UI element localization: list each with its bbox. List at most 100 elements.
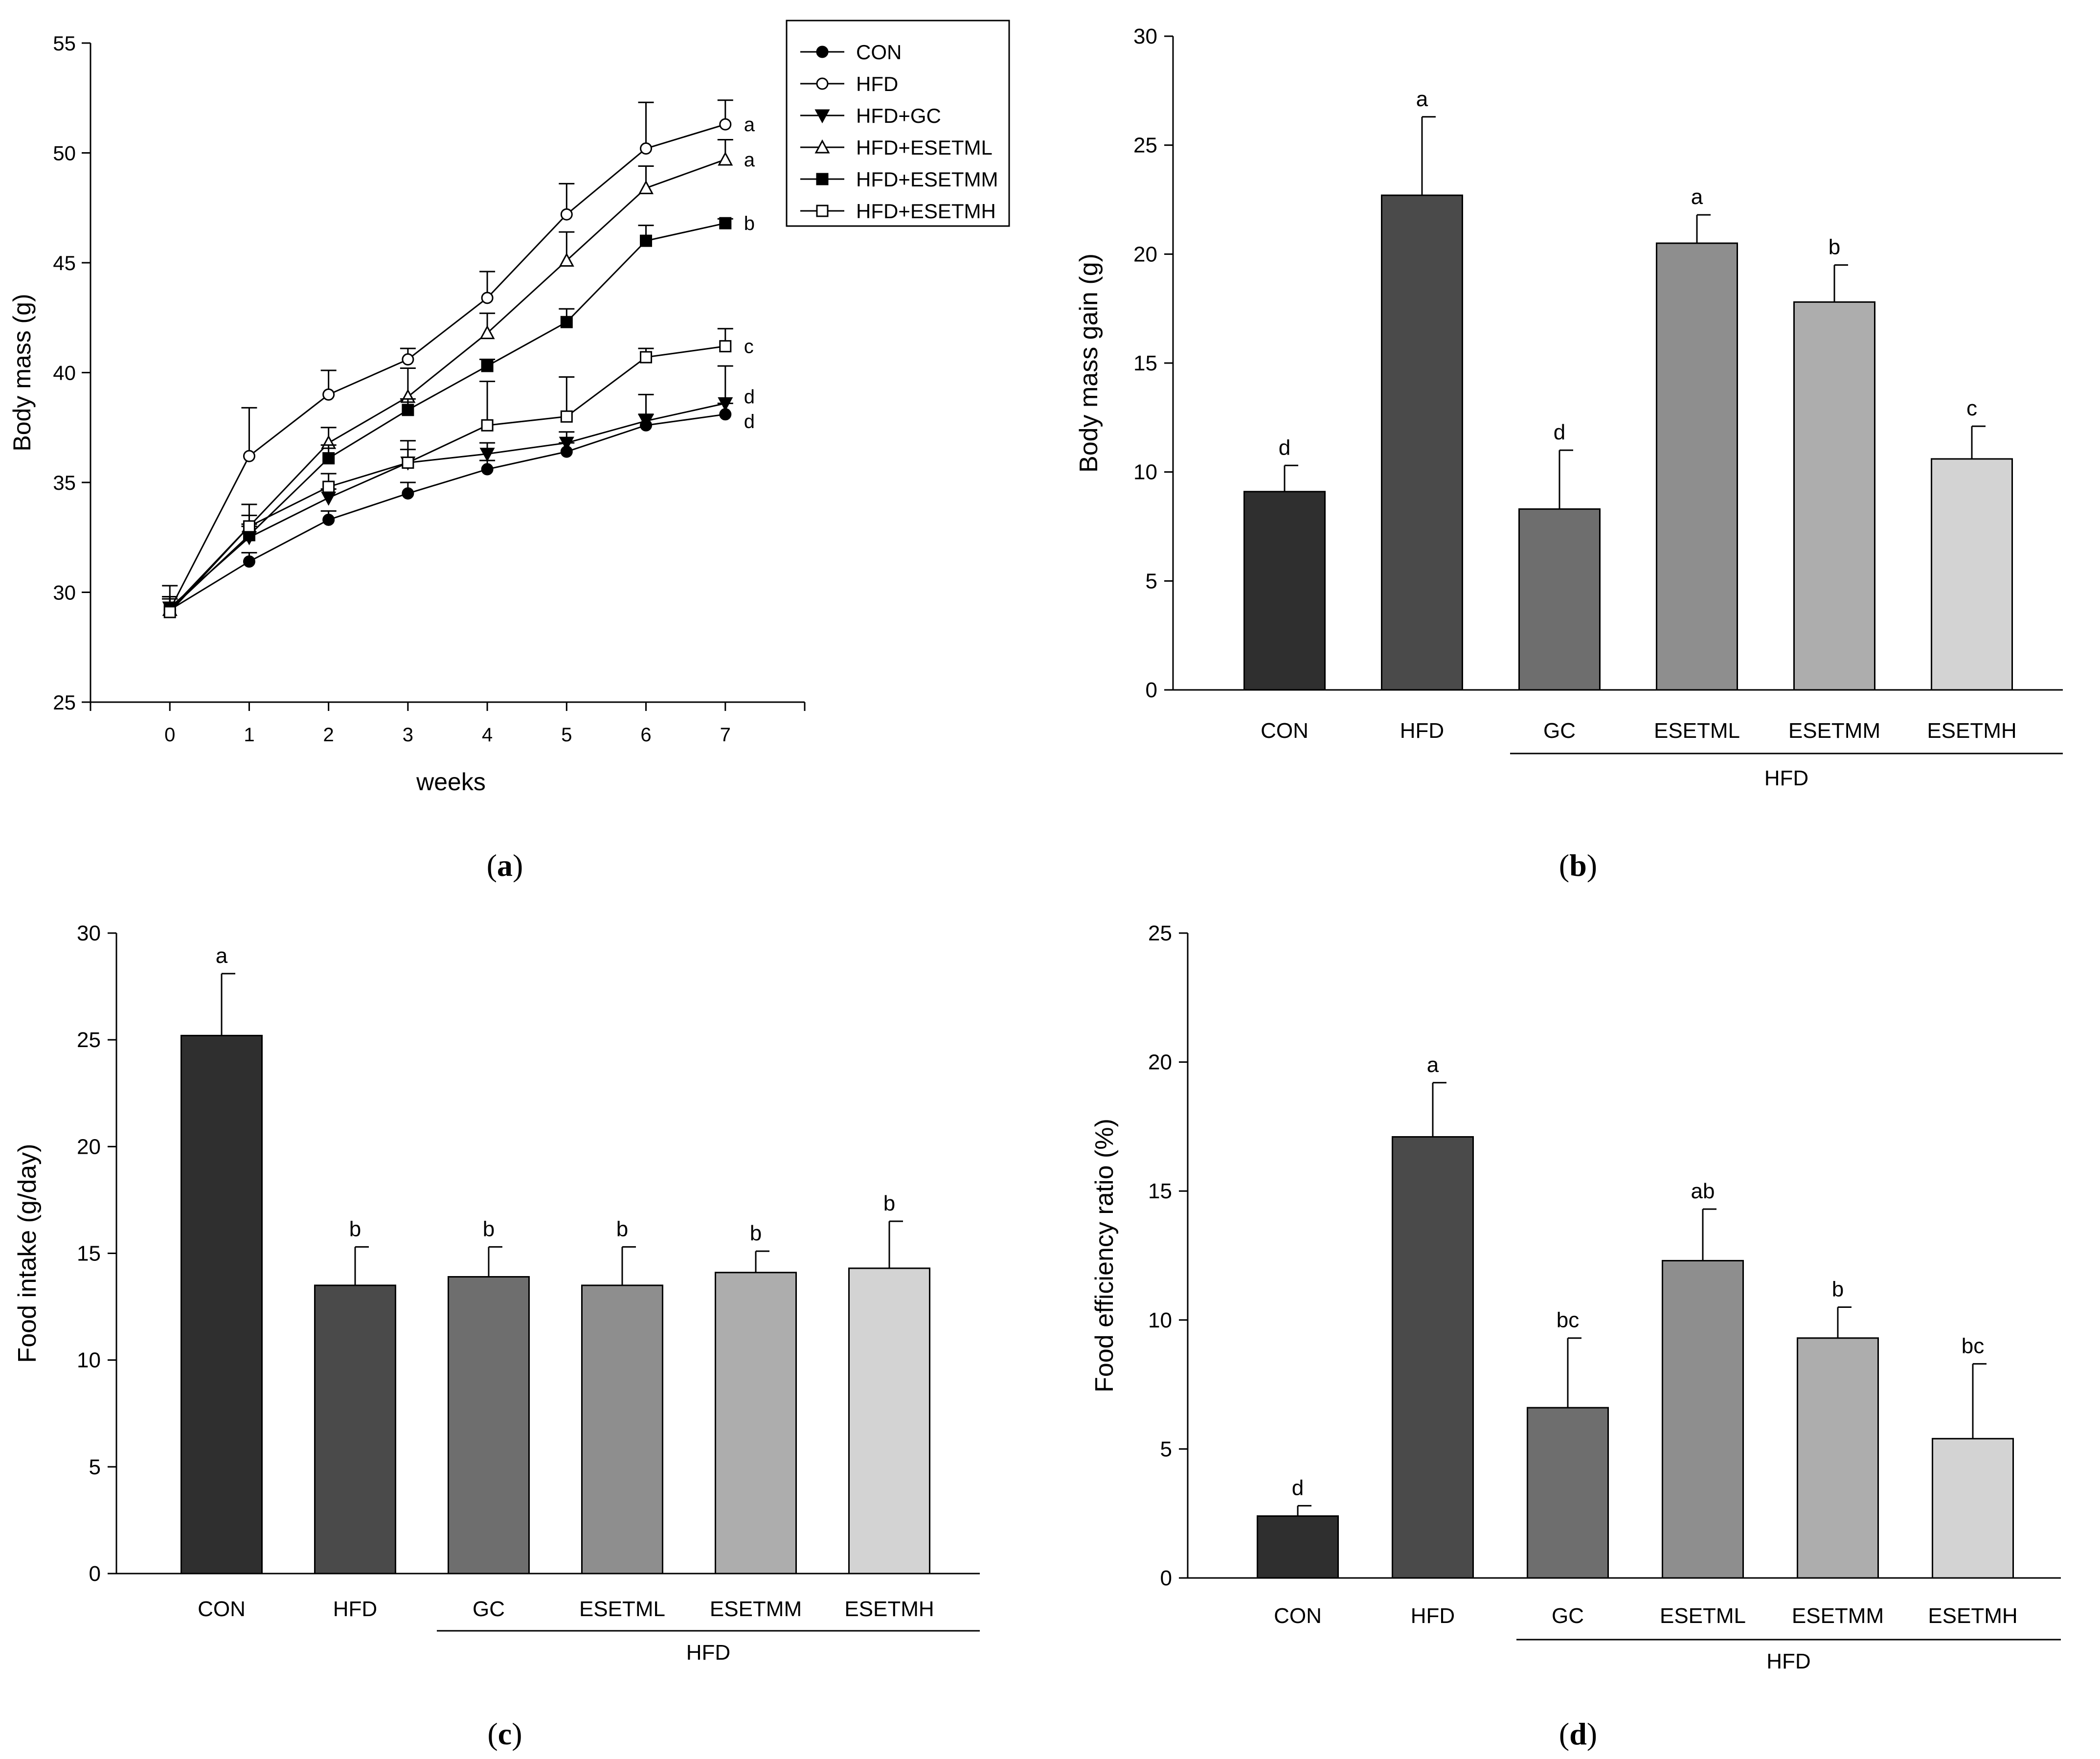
a-data-point — [322, 513, 335, 526]
b-sig-label: a — [1691, 185, 1703, 209]
d-y-tick-label: 0 — [1160, 1566, 1172, 1590]
c-sig-label: a — [216, 944, 228, 968]
a-x-tick-label: 3 — [403, 724, 413, 746]
panel-d-bar-chart: 0 5 10 15 20 25 Food efficiency ratio (%) d CON a… — [1090, 921, 2061, 1673]
d-bar-ESETMM — [1797, 1337, 1879, 1579]
c-category-label: ESETMH — [844, 1597, 934, 1621]
a-x-tick-label: 0 — [164, 724, 175, 746]
a-data-point — [402, 404, 414, 416]
a-data-point — [322, 480, 335, 493]
c-y-axis-title: Food intake (g/day) — [13, 1143, 42, 1363]
d-bar-ESETML — [1662, 1260, 1744, 1579]
c-sig-label: b — [483, 1217, 495, 1241]
d-category-label: GC — [1552, 1604, 1584, 1628]
a-y-tick-label: 40 — [53, 362, 76, 385]
b-category-label: ESETMM — [1788, 719, 1880, 743]
a-legend-marker — [816, 46, 829, 58]
a-x-tick-label: 1 — [244, 724, 254, 746]
a-series-line-HFD — [169, 123, 726, 611]
b-y-tick-label: 10 — [1133, 460, 1157, 484]
a-data-point — [560, 410, 573, 423]
d-sig-label: ab — [1691, 1179, 1715, 1203]
b-category-label: GC — [1543, 719, 1576, 743]
a-data-point — [481, 463, 494, 476]
d-bar-HFD — [1392, 1136, 1474, 1579]
d-category-label: ESETML — [1660, 1604, 1746, 1628]
a-legend-marker — [816, 205, 829, 217]
d-y-tick-label: 15 — [1148, 1179, 1172, 1203]
d-category-label: CON — [1274, 1604, 1322, 1628]
panel-b-bar-chart: 0 5 10 15 20 25 30 Body mass gain (g) d CON a HFD d G… — [1075, 24, 2063, 790]
a-y-tick-label: 25 — [53, 691, 76, 714]
c-y-tick-label: 15 — [77, 1242, 101, 1266]
c-sig-label: b — [883, 1191, 895, 1215]
b-bar-ESETMM — [1793, 301, 1875, 691]
b-bar-ESETML — [1656, 242, 1738, 691]
a-data-point — [402, 353, 414, 366]
d-category-label: ESETMH — [1928, 1604, 2017, 1628]
c-y-tick-label: 0 — [89, 1562, 101, 1586]
b-sig-label: b — [1829, 235, 1840, 259]
a-data-point — [243, 450, 255, 462]
a-legend-label: HFD+ESETMM — [856, 168, 998, 191]
caption-a: (a) — [487, 848, 523, 883]
d-sig-label: bc — [1962, 1334, 1984, 1358]
caption-b: (b) — [1559, 848, 1597, 883]
d-bar-GC — [1527, 1407, 1609, 1579]
caption-d-letter: d — [1569, 1716, 1587, 1751]
b-y-tick-label: 15 — [1133, 351, 1157, 375]
a-legend-marker — [816, 173, 829, 185]
b-y-axis-title: Body mass gain (g) — [1075, 253, 1103, 473]
a-y-tick-label: 55 — [53, 32, 76, 55]
a-data-point — [481, 292, 494, 304]
b-sig-label: a — [1416, 87, 1428, 111]
c-bar-ESETMH — [848, 1267, 930, 1575]
a-data-point — [640, 142, 653, 155]
a-series-line-HFD+ESETML — [169, 159, 726, 611]
b-sig-label: c — [1966, 396, 1977, 420]
c-y-tick-label: 25 — [77, 1028, 101, 1052]
a-legend-label: HFD+GC — [856, 104, 941, 127]
b-y-tick-label: 25 — [1133, 134, 1157, 158]
c-category-label: CON — [198, 1597, 246, 1621]
b-sig-label: d — [1279, 435, 1290, 459]
b-bar-HFD — [1381, 194, 1463, 691]
a-data-point — [481, 419, 494, 432]
a-series-HFD+ESETML: a — [162, 139, 755, 616]
d-sig-label: d — [1292, 1476, 1304, 1500]
d-sig-label: a — [1427, 1053, 1439, 1077]
c-category-label: ESETML — [579, 1597, 665, 1621]
a-x-tick-label: 6 — [640, 724, 651, 746]
a-legend-label: CON — [856, 41, 902, 64]
a-series-line-HFD+ESETMH — [169, 345, 725, 613]
a-data-point — [481, 360, 494, 372]
a-legend-marker — [814, 139, 830, 154]
b-y-tick-label: 5 — [1146, 569, 1157, 593]
b-hfd-group-label: HFD — [1764, 766, 1808, 790]
d-y-tick-label: 20 — [1148, 1051, 1172, 1074]
a-sig-label: d — [744, 386, 755, 408]
d-y-tick-label: 10 — [1148, 1308, 1172, 1332]
c-y-tick-label: 10 — [77, 1348, 101, 1372]
c-y-tick-label: 20 — [77, 1135, 101, 1159]
b-y-tick-label: 20 — [1133, 242, 1157, 266]
b-bar-GC — [1518, 508, 1601, 691]
a-data-point — [640, 234, 653, 247]
a-legend-marker — [816, 77, 829, 90]
a-data-point — [322, 388, 335, 401]
c-bar-ESETML — [581, 1284, 663, 1575]
caption-b-letter: b — [1569, 848, 1587, 883]
c-sig-label: b — [750, 1221, 762, 1245]
c-sig-label: b — [349, 1217, 361, 1241]
b-category-label: HFD — [1400, 719, 1444, 743]
a-data-point — [243, 520, 255, 533]
a-y-tick-label: 30 — [53, 581, 76, 604]
a-sig-label: b — [744, 213, 755, 234]
a-sig-label: c — [744, 336, 754, 358]
a-data-point — [638, 414, 654, 429]
a-series-line-HFD+ESETMM — [169, 222, 726, 611]
a-x-axis-title: weeks — [416, 768, 486, 796]
b-category-label: ESETMH — [1927, 719, 2016, 743]
c-bar-ESETMM — [715, 1272, 797, 1575]
a-legend-label: HFD+ESETML — [856, 136, 993, 159]
